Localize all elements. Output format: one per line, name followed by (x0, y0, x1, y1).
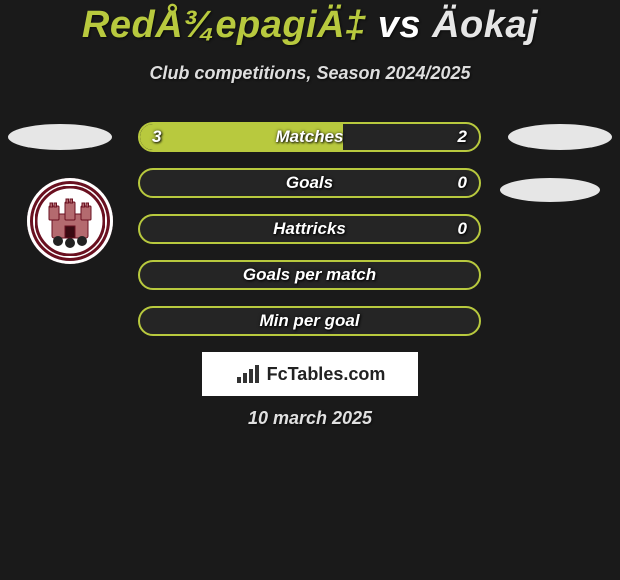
avatar-placeholder-left (8, 124, 112, 150)
source-badge: FcTables.com (202, 352, 418, 396)
stat-label: Goals per match (243, 265, 376, 285)
title-player1: RedÅ¾epagiÄ‡ (82, 4, 367, 46)
club-crest-left (27, 178, 113, 264)
stat-row: Goals 0 (138, 168, 481, 198)
stat-value-right: 0 (458, 219, 467, 239)
avatar-placeholder-right (508, 124, 612, 150)
stat-value-right: 0 (458, 173, 467, 193)
stat-row: Min per goal (138, 306, 481, 336)
stat-value-right: 2 (458, 127, 467, 147)
stat-row: Hattricks 0 (138, 214, 481, 244)
stat-row: Goals per match (138, 260, 481, 290)
stat-label: Min per goal (259, 311, 359, 331)
page-title: RedÅ¾epagiÄ‡ vs Äokaj (0, 0, 620, 47)
stats-rows: 3 Matches 2 Goals 0 Hattricks 0 Goals per match… (138, 122, 481, 352)
source-badge-text: FcTables.com (267, 364, 386, 385)
stat-row: 3 Matches 2 (138, 122, 481, 152)
stat-label: Goals (286, 173, 333, 193)
club-placeholder-right (500, 178, 600, 202)
fctables-icon (235, 363, 261, 385)
title-vs: vs (378, 4, 421, 46)
stat-label: Hattricks (273, 219, 346, 239)
date-stamp: 10 march 2025 (0, 408, 620, 429)
stat-value-left: 3 (152, 127, 161, 147)
subtitle: Club competitions, Season 2024/2025 (0, 63, 620, 84)
title-player2: Äokaj (432, 4, 538, 46)
crest-icon (35, 186, 105, 256)
stat-label: Matches (275, 127, 343, 147)
